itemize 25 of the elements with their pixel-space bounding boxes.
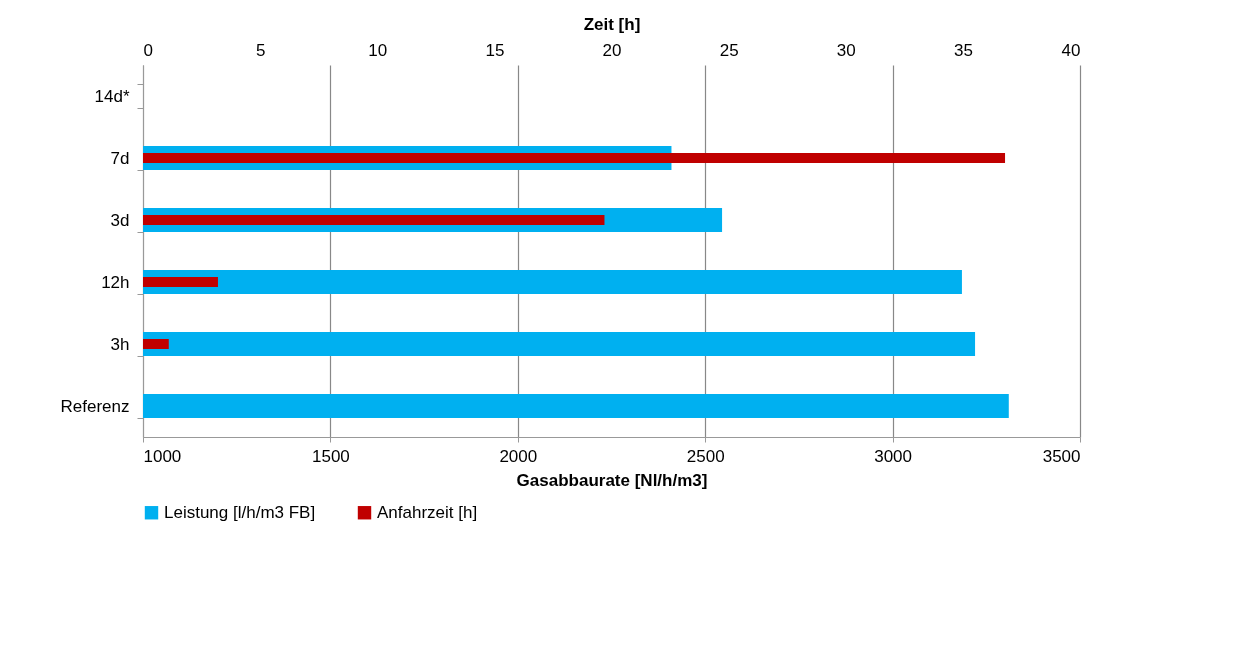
y-tick-label: 7d (110, 148, 130, 168)
x2-tick-label: 25 (719, 40, 739, 60)
x-tick-label: 1000 (143, 446, 182, 466)
x2-tick-label: 0 (143, 40, 153, 60)
x-tick-label: 3000 (874, 446, 913, 466)
y-tick-label: 14d* (94, 86, 130, 106)
x-axis-title: Gasabbaurate [Nl/h/m3] (516, 470, 708, 490)
y-tick-label: 12h (101, 272, 130, 292)
x2-tick-label: 20 (602, 40, 622, 60)
x-tick-label: 2000 (499, 446, 538, 466)
x-tick-label: 2500 (686, 446, 725, 466)
x2-tick-label: 15 (485, 40, 505, 60)
x2-tick-label: 10 (368, 40, 388, 60)
y-tick-label: Referenz (60, 396, 130, 416)
x2-tick-label: 35 (953, 40, 973, 60)
x-tick-label: 1500 (311, 446, 350, 466)
x2-tick-label: 40 (1061, 40, 1081, 60)
legend-label: Leistung [l/h/m3 FB] (164, 502, 316, 522)
y-tick-label: 3h (110, 334, 130, 354)
x-tick-label: 3500 (1042, 446, 1081, 466)
y-tick-label: 3d (110, 210, 130, 230)
x2-tick-label: 5 (255, 40, 266, 60)
x2-axis-title: Zeit [h] (583, 14, 641, 34)
x2-tick-label: 30 (836, 40, 856, 60)
legend-label: Anfahrzeit [h] (377, 502, 478, 522)
